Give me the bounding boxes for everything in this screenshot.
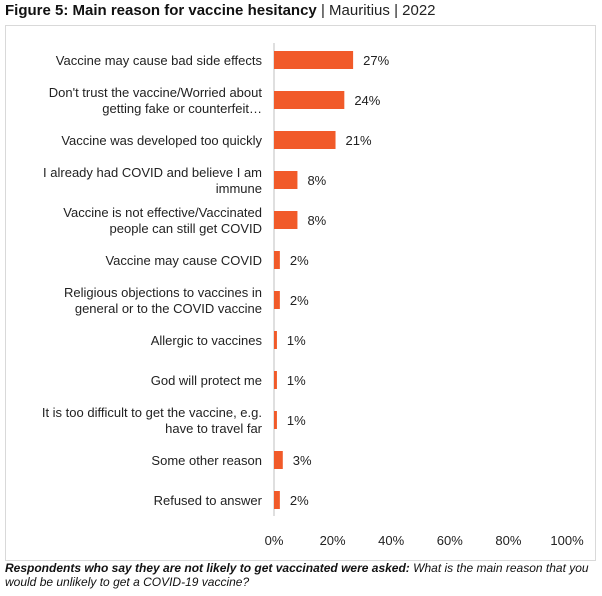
question-note: Respondents who say they are not likely … bbox=[5, 561, 595, 589]
data-label: 1% bbox=[287, 333, 306, 348]
bar bbox=[274, 91, 345, 109]
category-label: Religious objections to vaccines in bbox=[64, 285, 262, 300]
x-tick-label: 60% bbox=[437, 533, 463, 548]
category-label: Vaccine is not effective/Vaccinated bbox=[63, 205, 262, 220]
data-label: 3% bbox=[293, 453, 312, 468]
category-label: Don't trust the vaccine/Worried about bbox=[49, 85, 263, 100]
category-label: Vaccine may cause bad side effects bbox=[56, 53, 263, 68]
category-label: Vaccine may cause COVID bbox=[105, 253, 262, 268]
bar bbox=[274, 131, 336, 149]
chart-frame bbox=[5, 25, 596, 561]
bar bbox=[274, 371, 277, 389]
x-tick-label: 100% bbox=[550, 533, 584, 548]
bar bbox=[274, 171, 298, 189]
data-label: 21% bbox=[346, 133, 372, 148]
data-label: 8% bbox=[307, 173, 326, 188]
category-label: immune bbox=[216, 181, 262, 196]
title-country: Mauritius bbox=[329, 2, 390, 19]
data-label: 8% bbox=[307, 213, 326, 228]
category-label: Allergic to vaccines bbox=[151, 333, 263, 348]
bar bbox=[274, 51, 354, 69]
category-label: people can still get COVID bbox=[110, 221, 262, 236]
data-label: 27% bbox=[363, 53, 389, 68]
x-tick-label: 0% bbox=[265, 533, 284, 548]
data-label: 24% bbox=[354, 93, 380, 108]
figure-title: Figure 5: Main reason for vaccine hesita… bbox=[5, 2, 436, 19]
data-label: 1% bbox=[287, 413, 306, 428]
x-tick-label: 40% bbox=[378, 533, 404, 548]
title-sep: | bbox=[394, 2, 398, 19]
category-label: God will protect me bbox=[151, 373, 262, 388]
bar bbox=[274, 411, 277, 429]
bar bbox=[274, 251, 280, 269]
category-label: Refused to answer bbox=[154, 493, 263, 508]
category-label: I already had COVID and believe I am bbox=[43, 165, 262, 180]
data-label: 1% bbox=[287, 373, 306, 388]
data-label: 2% bbox=[290, 253, 309, 268]
note-bold: Respondents who say they are not likely … bbox=[5, 561, 410, 575]
data-label: 2% bbox=[290, 493, 309, 508]
x-tick-label: 80% bbox=[495, 533, 521, 548]
bar bbox=[274, 451, 283, 469]
category-label: general or to the COVID vaccine bbox=[75, 301, 262, 316]
title-sep: | bbox=[320, 2, 325, 19]
note-question: What is the main reason that you would b… bbox=[5, 561, 589, 589]
title-year: 2022 bbox=[402, 2, 436, 19]
title-main: Figure 5: Main reason for vaccine hesita… bbox=[5, 2, 317, 19]
category-label: It is too difficult to get the vaccine, … bbox=[42, 405, 262, 420]
x-tick-label: 20% bbox=[320, 533, 346, 548]
category-label: Vaccine was developed too quickly bbox=[61, 133, 262, 148]
category-label: have to travel far bbox=[165, 421, 262, 436]
bar bbox=[274, 211, 298, 229]
category-label: Some other reason bbox=[151, 453, 262, 468]
bar bbox=[274, 491, 280, 509]
bar bbox=[274, 291, 280, 309]
data-label: 2% bbox=[290, 293, 309, 308]
category-label: getting fake or counterfeit… bbox=[102, 101, 262, 116]
bar bbox=[274, 331, 277, 349]
